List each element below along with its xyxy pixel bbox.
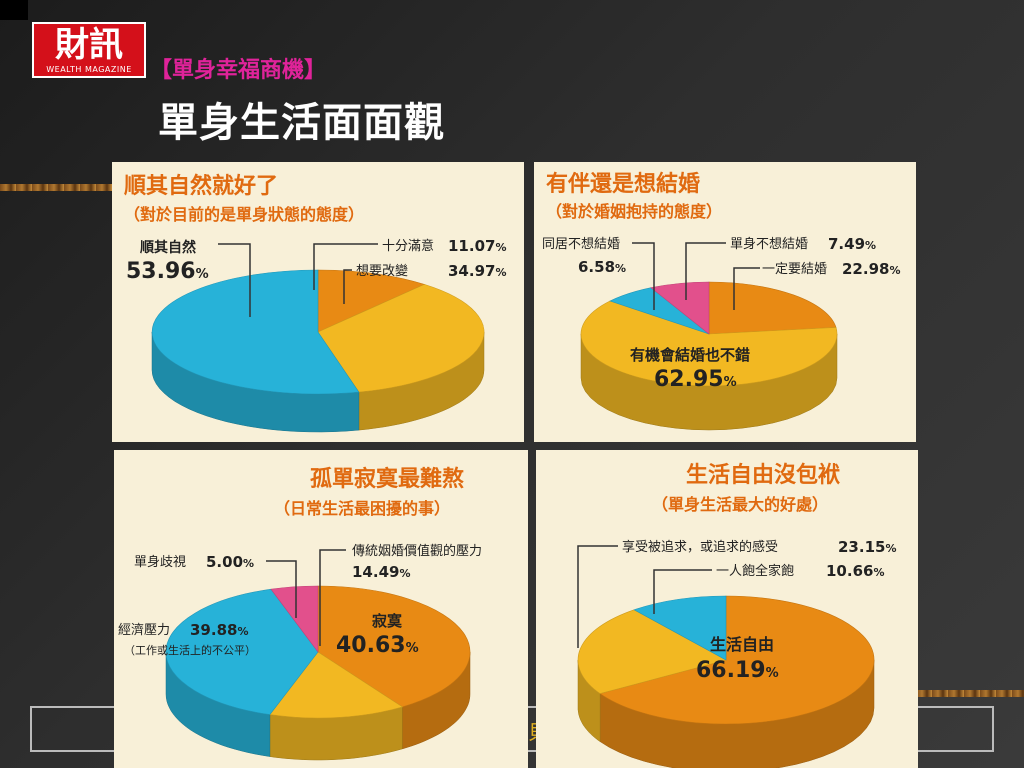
leader-line: [319, 549, 346, 646]
slice-label-maybe: 有機會結婚也不錯: [630, 346, 750, 364]
slide-title: 單身生活面面觀: [158, 100, 445, 146]
chart-subtitle: （對於婚姻抱持的態度）: [546, 202, 722, 221]
leader-line: [577, 545, 618, 648]
chart-panel-attitude: 順其自然就好了 （對於目前的是單身狀態的態度） 順其自然 53.96% 十分滿意…: [112, 162, 524, 442]
pie-slice: [599, 595, 875, 725]
chart-subtitle: （對於目前的是單身狀態的態度）: [124, 205, 364, 224]
wealth-magazine-logo: 財訊 WEALTH MAGAZINE: [32, 22, 146, 78]
leader-line: [343, 269, 352, 304]
decorative-stripe-left: [0, 184, 112, 191]
pie-slice: [633, 595, 727, 661]
slice-value-maybe: 62.95%: [654, 367, 737, 392]
pie-slice: [317, 284, 485, 393]
slice-label-alone: 一人飽全家飽: [716, 563, 794, 579]
slice-value-freedom: 66.19%: [696, 658, 779, 683]
slice-value-single: 7.49%: [828, 235, 876, 253]
slice-label-satisfied: 十分滿意: [382, 238, 434, 254]
leader-line: [266, 560, 297, 618]
slice-label-economic: 經濟壓力: [118, 622, 170, 638]
slice-label-single: 單身不想結婚: [730, 236, 808, 252]
slice-label-freedom: 生活自由: [710, 635, 774, 654]
chart-title: 孤單寂寞最難熬: [310, 466, 464, 492]
leader-line: [313, 243, 378, 290]
logo-subtext: WEALTH MAGAZINE: [46, 65, 132, 74]
leader-line: [218, 243, 251, 317]
slice-value-satisfied: 11.07%: [448, 237, 506, 255]
logo-text: 財訊: [55, 25, 123, 65]
pie-slice: [269, 651, 404, 719]
slice-label-change: 想要改變: [356, 263, 408, 279]
slice-label-tradition: 傳統姻婚價值觀的壓力: [352, 543, 482, 559]
slice-label-cohabit: 同居不想結婚: [542, 236, 620, 252]
slice-value-tradition: 14.49%: [352, 563, 410, 581]
leader-line: [685, 242, 726, 300]
pie-slice: [708, 281, 837, 335]
chart-subtitle: （單身生活最大的好處）: [652, 495, 828, 514]
pie-slice: [165, 588, 319, 715]
pie-slice: [577, 609, 727, 694]
decorative-stripe-right: [916, 690, 1024, 697]
chart-panel-benefits: 生活自由沒包袱 （單身生活最大的好處） 享受被追求，或追求的感受 23.15% …: [536, 450, 918, 768]
slice-value-cohabit: 6.58%: [578, 258, 626, 276]
pie-slice: [151, 269, 360, 395]
slice-label-lonely: 寂寞: [372, 612, 403, 630]
slice-value-must-marry: 22.98%: [842, 260, 900, 278]
slice-value-change: 34.97%: [448, 262, 506, 280]
corner-block: [0, 0, 28, 20]
slice-value-alone: 10.66%: [826, 562, 884, 580]
pie-chart-2: 有伴還是想結婚 （對於婚姻抱持的態度） 同居不想結婚 6.58% 單身不想結婚 …: [542, 171, 900, 431]
slice-note-economic: （工作或生活上的不公平）: [124, 643, 256, 657]
pie-chart-4: 生活自由沒包袱 （單身生活最大的好處） 享受被追求，或追求的感受 23.15% …: [577, 462, 896, 768]
leader-line: [632, 242, 655, 310]
chart-panel-troubles: 孤單寂寞最難熬 （日常生活最困擾的事） 單身歧視 5.00% 傳統姻婚價值觀的壓…: [114, 450, 528, 768]
pie-slice: [270, 585, 319, 653]
slice-value-courtship: 23.15%: [838, 538, 896, 556]
chart-title: 生活自由沒包袱: [686, 462, 840, 488]
pie-slice: [580, 300, 838, 387]
slice-value-discrimination: 5.00%: [206, 553, 254, 571]
slice-label-courtship: 享受被追求，或追求的感受: [622, 539, 778, 555]
chart-title: 有伴還是想結婚: [546, 171, 700, 197]
pie-chart-3: 孤單寂寞最難熬 （日常生活最困擾的事） 單身歧視 5.00% 傳統姻婚價值觀的壓…: [118, 466, 482, 761]
chart-panel-marriage: 有伴還是想結婚 （對於婚姻抱持的態度） 同居不想結婚 6.58% 單身不想結婚 …: [534, 162, 916, 442]
slice-value-lonely: 40.63%: [336, 633, 419, 658]
slide-subtitle: 【單身幸福商機】: [150, 58, 327, 83]
slice-value-economic: 39.88%: [190, 621, 248, 639]
chart-title: 順其自然就好了: [124, 173, 278, 199]
chart-subtitle: （日常生活最困擾的事）: [274, 499, 450, 518]
slice-label-discrimination: 單身歧視: [134, 554, 186, 570]
slice-label-must-marry: 一定要結婚: [762, 262, 827, 277]
leader-line: [653, 569, 712, 614]
slice-label-natural: 順其自然: [140, 239, 196, 256]
slice-value-natural: 53.96%: [126, 259, 209, 284]
pie-slice: [650, 281, 710, 335]
leader-line: [733, 267, 760, 310]
pie-chart-1: 順其自然就好了 （對於目前的是單身狀態的態度） 順其自然 53.96% 十分滿意…: [124, 173, 506, 433]
